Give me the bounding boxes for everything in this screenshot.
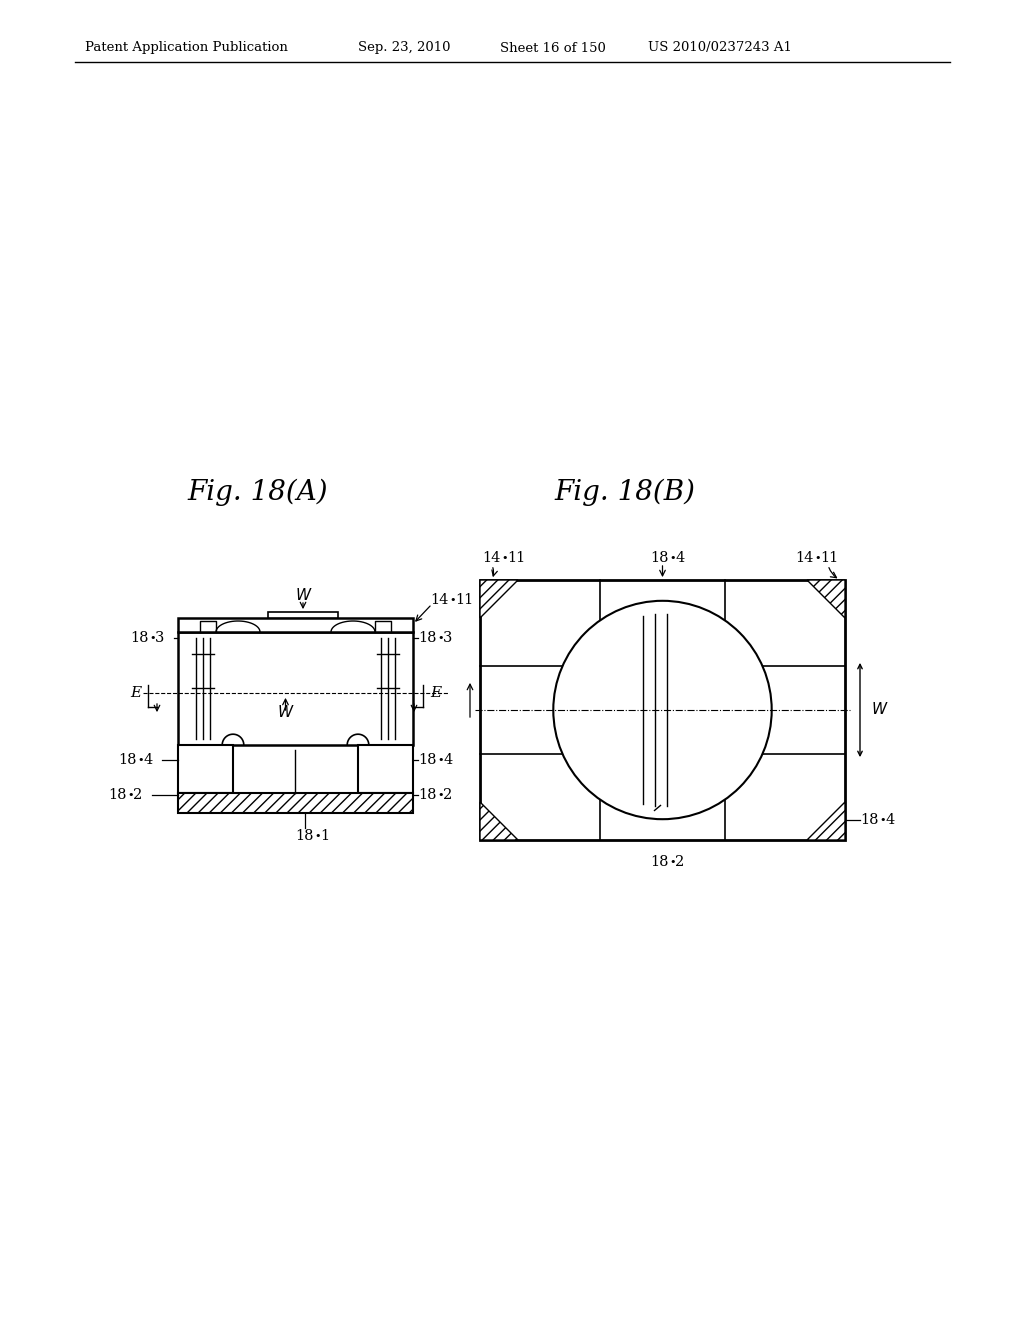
Text: 18: 18 [130, 631, 148, 645]
Text: 18: 18 [418, 631, 436, 645]
Text: 14: 14 [795, 550, 813, 565]
Text: 18: 18 [650, 550, 669, 565]
Text: 2: 2 [676, 855, 685, 869]
Text: Patent Application Publication: Patent Application Publication [85, 41, 288, 54]
Text: 2: 2 [443, 788, 453, 803]
Text: 4: 4 [143, 752, 153, 767]
Text: •: • [814, 553, 820, 564]
Text: 4: 4 [443, 752, 453, 767]
Polygon shape [480, 579, 518, 618]
Text: •: • [437, 755, 443, 766]
Text: 18: 18 [418, 788, 436, 803]
Text: E: E [130, 686, 141, 700]
Text: •: • [437, 634, 443, 643]
Text: Sep. 23, 2010: Sep. 23, 2010 [358, 41, 451, 54]
Bar [480, 579, 845, 840]
Text: W: W [278, 705, 293, 719]
Text: W: W [296, 589, 310, 603]
Text: 18: 18 [418, 752, 436, 767]
Text: 4: 4 [885, 813, 894, 828]
Text: •: • [670, 553, 676, 564]
Polygon shape [807, 579, 845, 618]
Text: Fig. 18(A): Fig. 18(A) [187, 478, 329, 506]
Bar [268, 612, 338, 618]
Text: 3: 3 [443, 631, 453, 645]
Bar [178, 793, 413, 813]
Bar [178, 744, 233, 793]
Bar [178, 618, 413, 632]
Text: 11: 11 [455, 593, 473, 607]
Text: •: • [127, 789, 133, 800]
Bar [358, 744, 413, 793]
Text: 18: 18 [118, 752, 136, 767]
Circle shape [553, 601, 772, 820]
Text: 4: 4 [676, 550, 685, 565]
Text: •: • [879, 814, 886, 825]
Text: •: • [137, 755, 143, 766]
Text: •: • [670, 857, 676, 867]
Text: Fig. 18(B): Fig. 18(B) [555, 478, 695, 506]
Text: •: • [150, 634, 156, 643]
Text: 18: 18 [650, 855, 669, 869]
Text: •: • [501, 553, 508, 564]
Bar [178, 632, 413, 744]
Text: 11: 11 [507, 550, 525, 565]
Text: W: W [872, 702, 887, 718]
Text: Sheet 16 of 150: Sheet 16 of 150 [500, 41, 606, 54]
Polygon shape [807, 803, 845, 840]
Text: 18: 18 [860, 813, 879, 828]
Text: 3: 3 [155, 631, 165, 645]
Text: 14: 14 [430, 593, 449, 607]
Polygon shape [480, 803, 518, 840]
Text: •: • [437, 789, 443, 800]
Text: US 2010/0237243 A1: US 2010/0237243 A1 [648, 41, 792, 54]
Text: •: • [314, 832, 321, 841]
Text: 18: 18 [108, 788, 127, 803]
Text: 1: 1 [319, 829, 329, 843]
Text: 18: 18 [295, 829, 313, 843]
Text: E: E [430, 686, 441, 700]
Text: 14: 14 [482, 550, 501, 565]
Text: 2: 2 [133, 788, 142, 803]
Text: 11: 11 [820, 550, 839, 565]
Text: •: • [449, 595, 456, 605]
